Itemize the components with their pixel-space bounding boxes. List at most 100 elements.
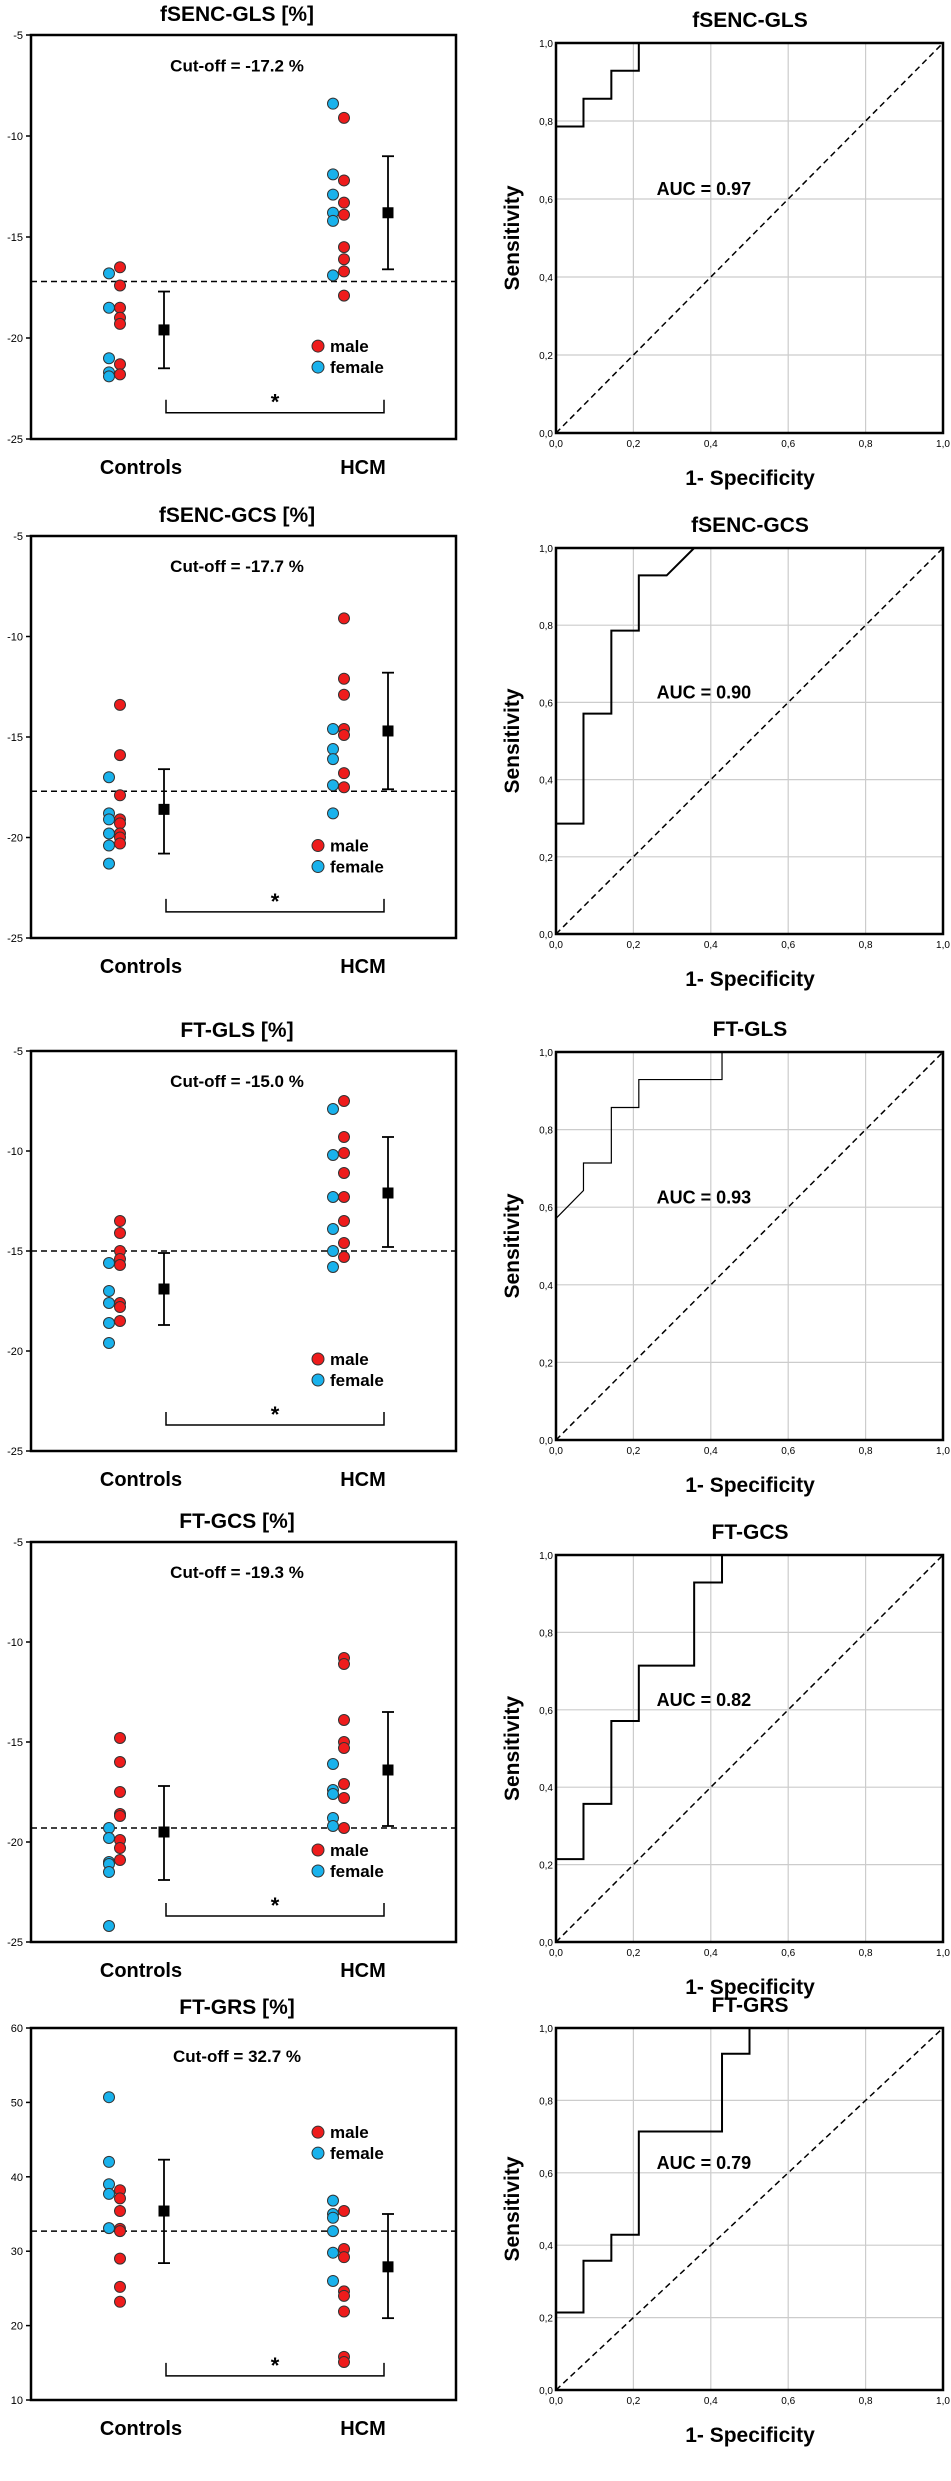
data-point-male	[114, 1842, 126, 1854]
significance-asterisk: *	[271, 1402, 280, 1427]
data-point-female	[103, 352, 115, 365]
y-tick-label: 0,0	[539, 429, 553, 440]
data-point-female	[327, 1191, 339, 1203]
y-tick-label: 60	[11, 2023, 23, 2035]
data-point-male	[338, 1215, 350, 1227]
data-point-male	[114, 1854, 126, 1866]
x-tick-label: 1,0	[936, 940, 950, 951]
x-axis-label: 1- Specificity	[685, 968, 815, 991]
y-tick-label: 20	[11, 2321, 23, 2333]
x-tick-label: 0,6	[781, 1948, 795, 1959]
x-tick-label: 0,4	[704, 2396, 718, 2407]
data-point-male	[114, 1732, 126, 1744]
strain-scatter-chart: fSENC-GLS [%] -5 -10 -15 -20 -25 Cut-off = -17…	[7, 3, 458, 479]
chart-title: FT-GCS [%]	[179, 1510, 295, 1533]
data-point-female	[327, 1788, 339, 1800]
strain-scatter-chart: FT-GRS [%] 60 50 40 30 20 10 Cut-off = 32.7 % ma…	[11, 1996, 458, 2440]
data-point-male	[338, 688, 350, 701]
y-tick-label: 0,6	[539, 698, 553, 709]
mean-marker	[158, 1283, 170, 1295]
chart-title: FT-GCS	[712, 1521, 789, 1544]
significance-asterisk: *	[271, 2353, 280, 2378]
auc-label: AUC = 0.93	[657, 1187, 752, 1207]
category-label-hcm: HCM	[340, 1960, 386, 1982]
data-point-male	[338, 728, 350, 741]
mean-marker	[158, 803, 170, 815]
y-tick-label: 0,4	[539, 1281, 553, 1292]
x-tick-label: 0,8	[859, 1948, 873, 1959]
legend-label: female	[330, 858, 384, 877]
x-tick-label: 1,0	[936, 1948, 950, 1959]
y-tick-label: -25	[7, 434, 23, 446]
y-tick-label: -10	[7, 1637, 23, 1649]
y-tick-label: 0,4	[539, 2241, 553, 2252]
y-tick-label: 1,0	[539, 39, 553, 50]
y-tick-label: -10	[7, 131, 23, 143]
y-tick-label: -15	[7, 1246, 23, 1258]
data-point-female	[327, 722, 339, 735]
y-tick-label: 30	[11, 2246, 23, 2258]
legend-marker-male	[311, 339, 325, 353]
data-point-male	[114, 1786, 126, 1798]
y-tick-label: -20	[7, 1837, 23, 1849]
x-tick-label: 0,0	[549, 1446, 563, 1457]
plot-frame	[554, 546, 945, 936]
y-tick-label: -15	[7, 732, 23, 744]
roc-curve	[555, 547, 943, 934]
data-point-male	[338, 1792, 350, 1804]
strain-scatter-chart: FT-GLS [%] -5 -10 -15 -20 -25 Cut-off = -15.0 …	[7, 1019, 458, 1491]
y-tick-label: 0,8	[539, 117, 553, 128]
roc-chart: fSENC-GCS 0,00,0 0,2 0,2 0,4 0,4 0,6 0,6 0,8 0,8 1…	[501, 514, 950, 991]
x-tick-label: 0,8	[859, 439, 873, 450]
y-axis-label: Sensitivity	[501, 1193, 524, 1298]
data-point-male	[338, 196, 350, 209]
x-tick-label: 0,2	[626, 940, 640, 951]
data-point-male	[338, 1131, 350, 1143]
data-point-female	[103, 771, 115, 784]
data-point-female	[103, 1822, 115, 1834]
chart-title: FT-GLS	[713, 1018, 788, 1041]
data-point-male	[114, 698, 126, 711]
x-tick-label: 0,0	[549, 1948, 563, 1959]
y-tick-label: 0,2	[539, 1358, 553, 1369]
legend-label: female	[330, 2144, 384, 2163]
data-point-female	[327, 2246, 339, 2259]
legend-label: male	[330, 1841, 369, 1860]
mean-marker	[382, 1187, 394, 1199]
y-tick-label: -20	[7, 833, 23, 845]
x-axis-label: 1- Specificity	[685, 1474, 815, 1497]
x-tick-label: 0,6	[781, 940, 795, 951]
data-point-male	[338, 1095, 350, 1107]
chart-title: fSENC-GCS [%]	[159, 504, 315, 527]
legend-marker-female	[311, 360, 325, 374]
x-tick-label: 1,0	[936, 1446, 950, 1457]
y-tick-label: 0,8	[539, 2096, 553, 2107]
chart-title: FT-GRS	[712, 1994, 789, 2017]
plot-frame	[554, 1553, 945, 1944]
data-point-male	[338, 2289, 350, 2302]
chart-title: fSENC-GCS	[691, 514, 809, 537]
mean-marker	[158, 324, 170, 336]
x-tick-label: 0,2	[626, 1948, 640, 1959]
y-tick-label: 0,2	[539, 853, 553, 864]
data-point-male	[114, 1301, 126, 1313]
y-tick-label: 1,0	[539, 2024, 553, 2035]
roc-chart: FT-GRS 0,00,0 0,2 0,2 0,4 0,4 0,6 0,6 0,8 0,8 1,0 1…	[501, 1994, 950, 2447]
x-tick-label: 1,0	[936, 439, 950, 450]
x-axis-label: 1- Specificity	[685, 1976, 815, 1999]
strain-scatter-chart: fSENC-GCS [%] -5 -10 -15 -20 -25 Cut-off = -17…	[7, 504, 458, 978]
plot-frame	[554, 41, 945, 435]
y-tick-label: -20	[7, 1346, 23, 1358]
data-point-female	[327, 97, 339, 110]
mean-marker	[158, 1826, 170, 1838]
roc-chart: FT-GLS 0,00,0 0,2 0,2 0,4 0,4 0,6 0,6 0,8 0,8 1,0 1…	[501, 1018, 950, 1497]
y-tick-label: 1,0	[539, 1048, 553, 1059]
roc-curve	[555, 1554, 943, 1942]
category-label-controls: Controls	[100, 1469, 182, 1491]
data-point-male	[338, 612, 350, 625]
category-label-controls: Controls	[100, 457, 182, 479]
y-tick-label: 0,8	[539, 621, 553, 632]
x-tick-label: 0,4	[704, 439, 718, 450]
x-tick-label: 0,6	[781, 2396, 795, 2407]
